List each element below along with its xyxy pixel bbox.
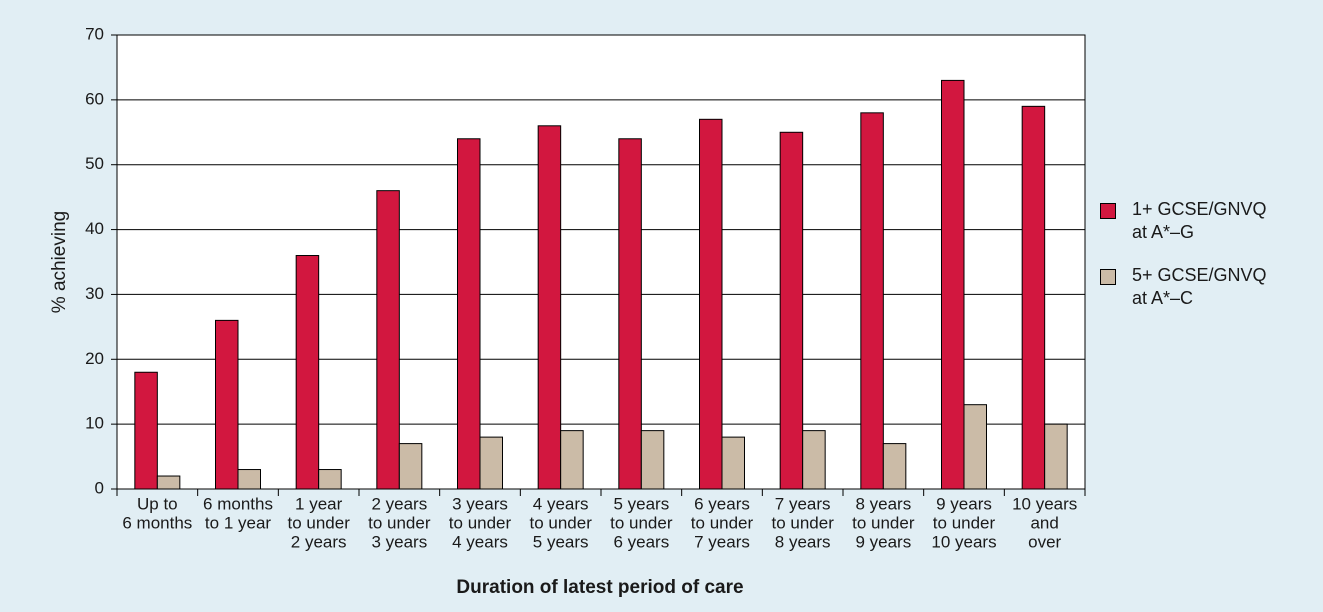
x-tick-label: 6 years <box>613 532 669 551</box>
x-tick-label: 5 years <box>533 532 589 551</box>
legend-item: 1+ GCSE/GNVQ at A*–G <box>1100 198 1272 244</box>
x-tick-label: 6 months <box>122 513 192 532</box>
x-tick-label: 10 years <box>931 532 996 551</box>
x-tick-label: 8 years <box>855 494 911 513</box>
bar <box>779 131 804 490</box>
plot-area <box>116 34 1086 490</box>
y-tick-label: 60 <box>85 89 104 108</box>
x-axis-title: Duration of latest period of care <box>456 577 743 598</box>
x-tick-label: to under <box>449 513 512 532</box>
x-tick-label: 2 years <box>291 532 347 551</box>
legend-item: 5+ GCSE/GNVQ at A*–C <box>1100 264 1272 310</box>
x-tick-label: 1 year <box>295 494 343 513</box>
y-tick-label: 70 <box>85 24 104 43</box>
x-tick-label: to 1 year <box>205 513 271 532</box>
x-tick-label: over <box>1028 532 1061 551</box>
bar <box>479 436 503 490</box>
x-tick-label: 7 years <box>694 532 750 551</box>
bar <box>156 475 181 490</box>
bar <box>640 430 665 490</box>
bar <box>295 255 320 490</box>
bar <box>941 79 965 490</box>
x-tick-label: 6 years <box>694 494 750 513</box>
x-tick-label: 3 years <box>452 494 508 513</box>
bar <box>699 118 723 490</box>
x-tick-label: to under <box>933 513 996 532</box>
bar <box>134 371 158 490</box>
x-tick-label: 8 years <box>775 532 831 551</box>
x-tick-label: 2 years <box>371 494 427 513</box>
bar <box>237 469 261 490</box>
bar <box>376 190 400 490</box>
y-tick-label: 10 <box>85 414 104 433</box>
x-tick-label: to under <box>368 513 431 532</box>
x-tick-label: 7 years <box>775 494 831 513</box>
bar <box>457 138 481 490</box>
bar <box>802 430 826 490</box>
bar <box>1044 423 1068 490</box>
y-tick-label: 40 <box>85 219 104 238</box>
x-tick-label: Up to <box>137 494 178 513</box>
x-tick-label: 4 years <box>533 494 589 513</box>
legend-swatch <box>1100 269 1116 285</box>
x-tick-label: to under <box>287 513 350 532</box>
y-tick-label: 20 <box>85 349 104 368</box>
bar <box>882 443 907 490</box>
bar <box>318 469 342 490</box>
y-tick-label: 50 <box>85 154 104 173</box>
x-tick-label: 9 years <box>936 494 992 513</box>
x-tick-label: to under <box>691 513 754 532</box>
y-tick-label: 30 <box>85 284 104 303</box>
bar <box>398 443 423 490</box>
legend-label: 5+ GCSE/GNVQ at A*–C <box>1132 265 1267 308</box>
x-tick-label: 3 years <box>371 532 427 551</box>
x-tick-label: 4 years <box>452 532 508 551</box>
x-tick-label: to under <box>610 513 673 532</box>
bar <box>1021 105 1046 490</box>
x-tick-label: 6 months <box>203 494 273 513</box>
x-tick-label: 9 years <box>855 532 911 551</box>
bar <box>860 112 884 490</box>
x-tick-label: 5 years <box>613 494 669 513</box>
x-tick-label: and <box>1030 513 1058 532</box>
legend-label: 1+ GCSE/GNVQ at A*–G <box>1132 199 1267 242</box>
x-tick-label: to under <box>852 513 915 532</box>
y-tick-label: 0 <box>95 478 104 497</box>
bar <box>963 404 987 490</box>
x-tick-label: 10 years <box>1012 494 1077 513</box>
bar <box>721 436 745 490</box>
bar <box>560 430 584 490</box>
bar <box>537 125 562 490</box>
bar <box>215 319 239 490</box>
x-tick-label: to under <box>529 513 592 532</box>
legend-swatch <box>1100 203 1116 219</box>
x-tick-label: to under <box>771 513 834 532</box>
bar <box>618 138 642 490</box>
y-axis-title: % achieving <box>49 211 70 313</box>
